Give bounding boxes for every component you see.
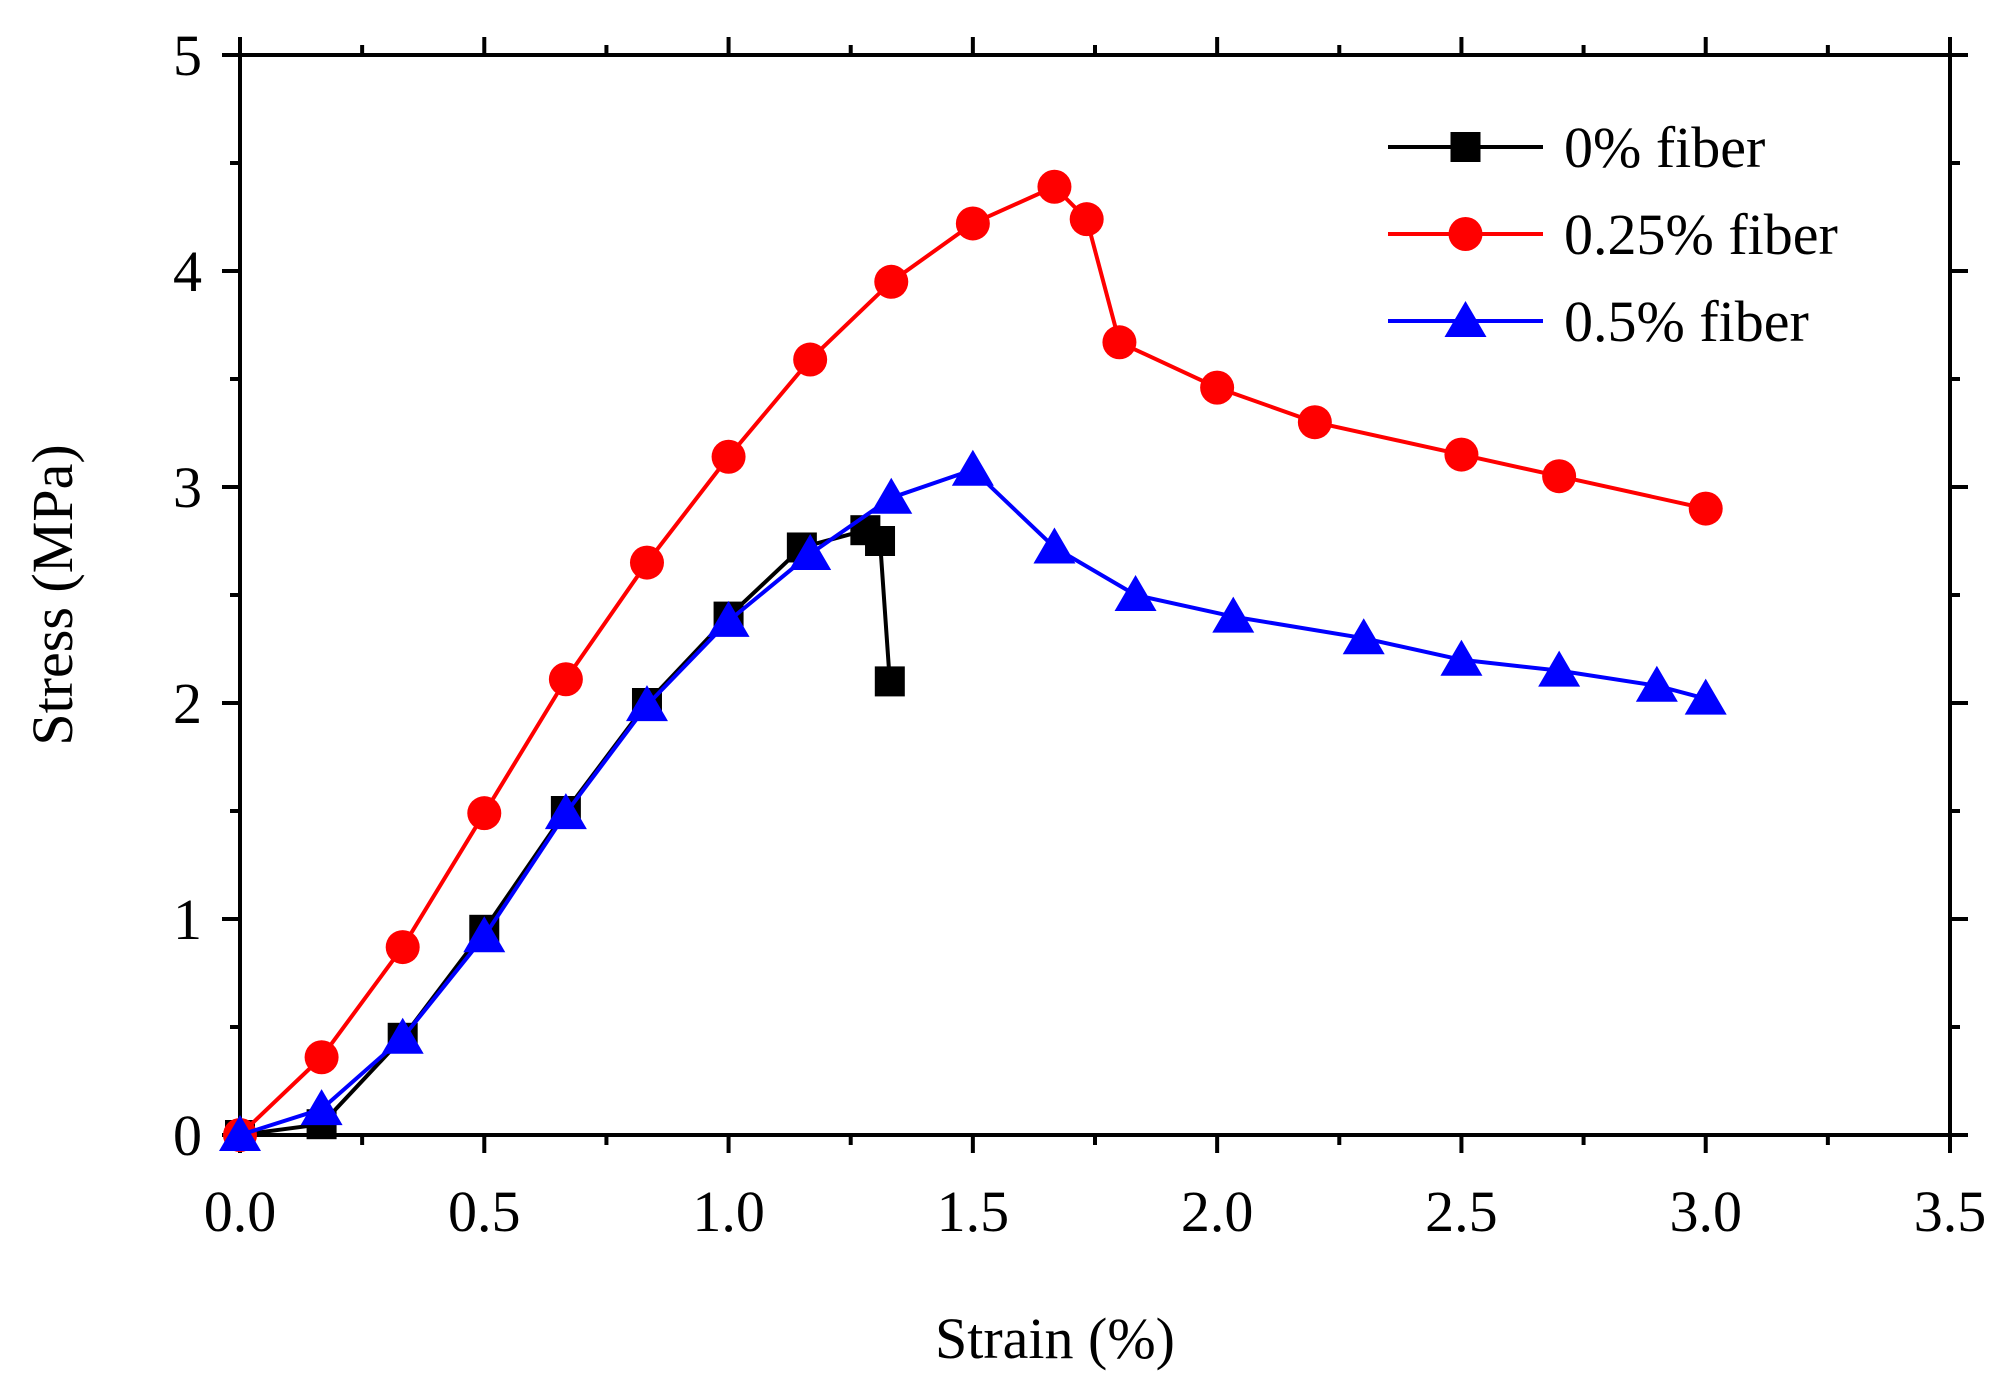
- data-point-0-5-fiber: [1684, 678, 1727, 715]
- y-tick-label: 4: [173, 239, 202, 304]
- data-point-0-5-fiber: [789, 533, 832, 570]
- legend-marker-square-icon: [1450, 132, 1481, 162]
- data-point-0-5-fiber: [707, 600, 750, 637]
- data-point-0-fiber: [874, 666, 905, 697]
- legend-item-0-5-fiber: 0.5% fiber: [1388, 289, 1809, 354]
- data-point-0-5-fiber: [625, 685, 668, 722]
- x-tick-label: 0.0: [204, 1179, 277, 1244]
- data-point-0-5-fiber: [951, 449, 994, 486]
- data-series: [219, 169, 1727, 1152]
- data-point-0-25-fiber: [1102, 325, 1137, 360]
- data-point-0-5-fiber: [463, 916, 506, 953]
- data-point-0-5-fiber: [1342, 618, 1385, 655]
- data-point-0-5-fiber: [1033, 527, 1076, 564]
- data-point-0-25-fiber: [1200, 370, 1235, 405]
- y-tick-label: 5: [173, 23, 202, 88]
- data-point-0-25-fiber: [304, 1040, 339, 1075]
- series-0-25-fiber: [223, 169, 1723, 1152]
- series-0-5-fiber: [219, 449, 1727, 1151]
- x-tick-label: 3.5: [1914, 1179, 1987, 1244]
- x-tick-label: 2.0: [1181, 1179, 1254, 1244]
- data-point-0-25-fiber: [629, 545, 664, 580]
- x-tick-label: 0.5: [448, 1179, 521, 1244]
- data-point-0-25-fiber: [955, 206, 990, 241]
- data-point-0-5-fiber: [870, 477, 913, 514]
- data-point-0-25-fiber: [1542, 459, 1577, 494]
- data-point-0-25-fiber: [793, 342, 828, 377]
- data-point-0-5-fiber: [381, 1017, 424, 1054]
- x-axis-title: Strain (%): [935, 1306, 1175, 1371]
- series-line-0-25-fiber: [238, 184, 1707, 1137]
- axis-ticks: 0.0 0.5 1.0 1.5 2.0 2.5 3.0 3.5 0 1 2 3 4 5: [173, 23, 1986, 1244]
- data-point-0-5-fiber: [300, 1089, 343, 1126]
- y-tick-label: 2: [173, 671, 202, 736]
- legend-marker-circle-icon: [1448, 217, 1483, 251]
- data-point-0-25-fiber: [1688, 491, 1723, 526]
- data-point-0-5-fiber: [1212, 596, 1255, 633]
- legend-item-0-fiber: 0% fiber: [1388, 115, 1765, 180]
- data-point-0-fiber: [865, 526, 896, 556]
- y-axis-title: Stress (MPa): [20, 444, 85, 745]
- data-point-0-25-fiber: [874, 264, 909, 299]
- legend-label: 0.5% fiber: [1564, 289, 1809, 354]
- y-tick-label: 1: [173, 887, 202, 952]
- data-point-0-25-fiber: [385, 930, 420, 965]
- legend-item-0-25-fiber: 0.25% fiber: [1388, 202, 1838, 267]
- data-point-0-5-fiber: [1440, 639, 1483, 676]
- data-point-0-5-fiber: [1635, 665, 1678, 702]
- x-tick-label: 3.0: [1669, 1179, 1742, 1244]
- x-tick-label: 1.5: [937, 1179, 1010, 1244]
- data-point-0-25-fiber: [1069, 202, 1104, 237]
- legend: 0% fiber 0.25% fiber 0.5% fiber: [1388, 115, 1838, 354]
- data-point-0-25-fiber: [1037, 169, 1072, 204]
- data-point-0-25-fiber: [467, 796, 502, 831]
- legend-marker-triangle-icon: [1444, 301, 1487, 337]
- legend-label: 0% fiber: [1564, 115, 1765, 180]
- x-tick-label: 2.5: [1425, 1179, 1498, 1244]
- series-line-0-5-fiber: [239, 467, 1707, 1137]
- data-point-0-25-fiber: [548, 662, 583, 697]
- data-point-0-25-fiber: [711, 439, 746, 474]
- x-tick-label: 1.0: [692, 1179, 765, 1244]
- legend-label: 0.25% fiber: [1564, 202, 1838, 267]
- data-point-0-5-fiber: [219, 1115, 261, 1151]
- data-point-0-25-fiber: [1444, 437, 1479, 472]
- data-point-0-5-fiber: [1538, 650, 1581, 687]
- data-point-0-5-fiber: [544, 793, 587, 830]
- y-tick-label: 0: [173, 1103, 202, 1168]
- data-point-0-25-fiber: [1297, 405, 1332, 440]
- data-point-0-5-fiber: [1114, 575, 1157, 611]
- y-tick-label: 3: [173, 455, 202, 520]
